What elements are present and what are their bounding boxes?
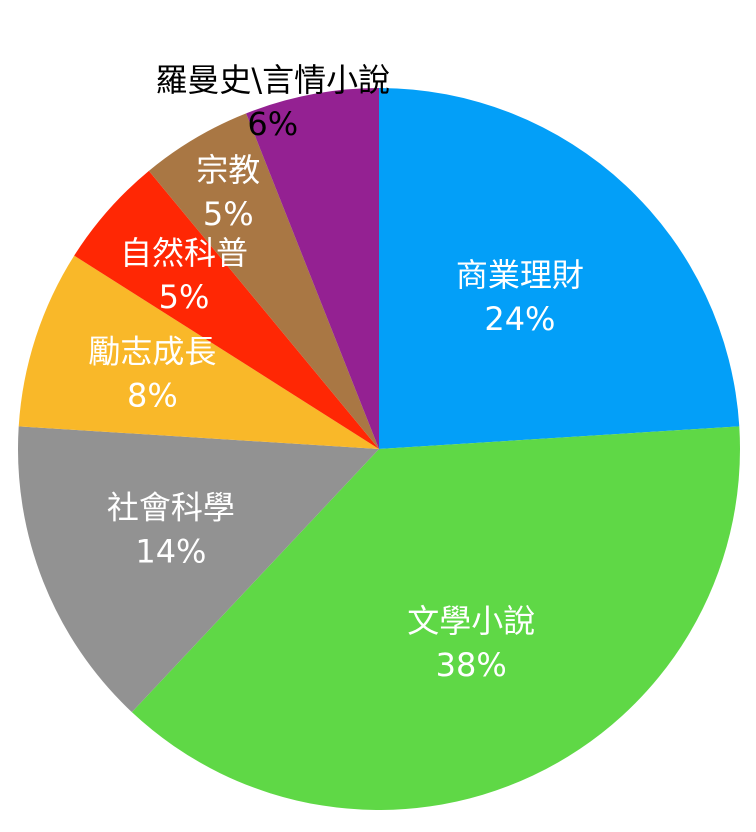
pie-labels: 商業理財24%文學小說38%社會科學14%勵志成長8%自然科普5%宗教5%羅曼史… bbox=[88, 61, 584, 684]
pie-slice bbox=[379, 88, 740, 449]
slice-value-label: 24% bbox=[484, 300, 555, 338]
slice-value-label: 6% bbox=[247, 105, 298, 143]
slice-value-label: 8% bbox=[127, 376, 178, 414]
slice-label: 自然科普 bbox=[120, 234, 248, 272]
pie-slice bbox=[74, 170, 379, 449]
slice-label: 商業理財 bbox=[456, 256, 584, 294]
slice-value-label: 5% bbox=[203, 195, 254, 233]
slice-value-label: 5% bbox=[159, 278, 210, 316]
pie-slice bbox=[246, 88, 379, 449]
pie-slice bbox=[18, 255, 380, 449]
slice-label: 宗教 bbox=[196, 151, 260, 189]
pie-slice bbox=[17, 426, 380, 713]
pie-slices bbox=[17, 88, 741, 811]
slice-label: 文學小說 bbox=[407, 602, 535, 640]
slice-label: 羅曼史\言情小說 bbox=[155, 61, 390, 99]
slice-label: 社會科學 bbox=[107, 488, 235, 526]
pie-slice bbox=[131, 426, 741, 811]
slice-value-label: 14% bbox=[135, 532, 206, 570]
slice-value-label: 38% bbox=[436, 646, 507, 684]
slice-label: 勵志成長 bbox=[88, 332, 216, 370]
pie-slice bbox=[148, 113, 379, 449]
